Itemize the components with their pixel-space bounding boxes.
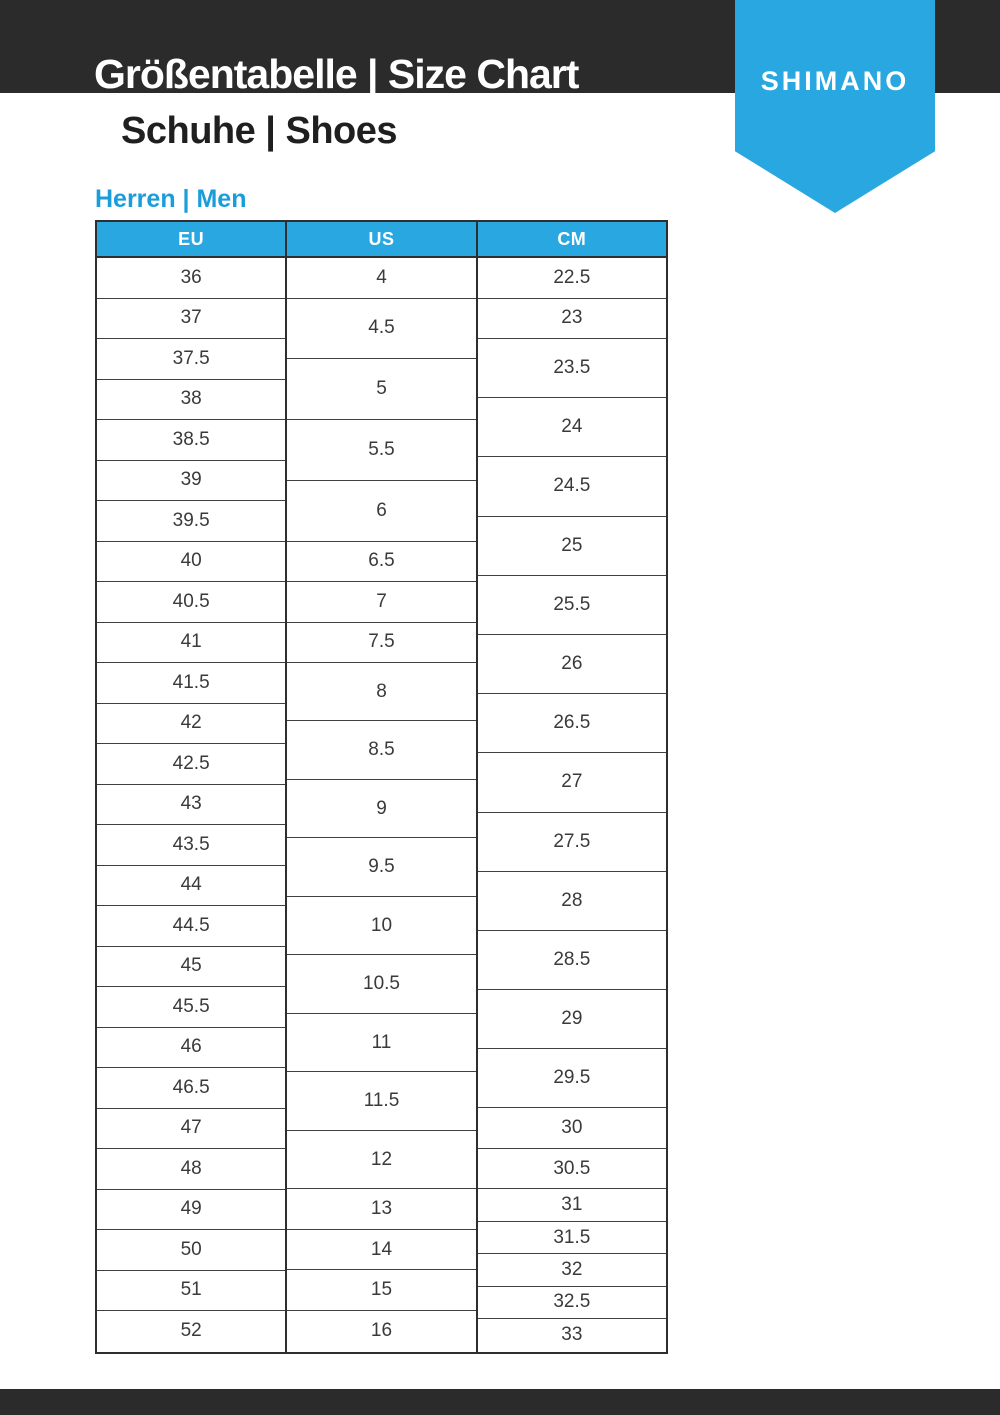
cell-eu-40.5: 40.5 [97,582,286,623]
cell-cm-30.5: 30.5 [477,1149,666,1190]
column-header-eu: EU [97,222,288,256]
table-body: 36 37 37.5 38 38.5 39 39.5 40 40.5 41 41.5 42 42.5 43… [97,258,666,1352]
cell-cm-32: 32 [477,1254,666,1287]
cell-us-7: 7 [287,582,476,623]
page-subtitle: Schuhe | Shoes [121,110,398,152]
cell-cm-28.5: 28.5 [477,931,666,991]
cell-us-9: 9 [287,780,476,839]
cell-eu-38: 38 [97,380,286,420]
cell-us-16: 16 [370,1320,393,1342]
cell-cm-23: 23 [477,299,666,339]
cell-cm-26.5: 26.5 [477,694,666,754]
cell-eu-43: 43 [97,785,286,825]
cell-eu-42: 42 [97,704,286,744]
cell-cm-24.5: 24.5 [477,457,666,517]
cell-us-14: 14 [287,1230,476,1271]
cell-cm-29: 29 [477,990,666,1050]
cell-us-8: 8 [287,663,476,722]
cell-us-7.5: 7.5 [287,623,476,663]
cell-cm-27.5: 27.5 [477,813,666,872]
cell-us-11.5: 11.5 [287,1072,476,1131]
cell-us-15: 15 [287,1270,476,1311]
column-cm: 22.5 23 23.5 24 24.5 25 25.5 26 26.5 27 27.5 28 28.5… [477,258,666,1352]
cell-eu-38.5: 38.5 [97,420,286,461]
cell-cm-32.5: 32.5 [477,1287,666,1319]
cell-eu-39: 39 [97,461,286,501]
cell-eu-52: 52 [180,1320,202,1342]
cell-us-8.5: 8.5 [287,721,476,780]
cell-cm-25.5: 25.5 [477,576,666,635]
cell-cm-26: 26 [477,635,666,695]
cell-cm-25: 25 [477,517,666,576]
cell-cm-24: 24 [477,398,666,458]
cell-eu-44: 44 [97,866,286,906]
cell-eu-45.5: 45.5 [97,987,286,1028]
cell-us-11: 11 [287,1014,476,1073]
cell-eu-37.5: 37.5 [97,339,286,380]
column-header-cm: CM [557,228,587,249]
cell-eu-44.5: 44.5 [97,906,286,947]
cell-eu-41: 41 [97,623,286,663]
footer-bar [0,1389,1000,1415]
cell-us-12: 12 [287,1131,476,1190]
cell-eu-46.5: 46.5 [97,1068,286,1109]
cell-us-13: 13 [287,1189,476,1230]
cell-us-5: 5 [287,359,476,420]
cell-eu-47: 47 [97,1109,286,1149]
cell-cm-28: 28 [477,872,666,931]
cell-eu-40: 40 [97,542,286,582]
page-title: Größentabelle | Size Chart [94,51,579,97]
cell-us-10: 10 [287,897,476,956]
column-us: 4 4.5 5 5.5 6 6.5 7 7.5 8 8.5 9 9.5 10 10.5 11 11.5 12 13… [287,258,478,1352]
cell-eu-42.5: 42.5 [97,744,286,785]
cell-cm-22.5: 22.5 [477,258,666,299]
cell-eu-46: 46 [97,1028,286,1068]
cell-us-10.5: 10.5 [287,955,476,1014]
cell-us-4.5: 4.5 [287,299,476,360]
table-header-row: EU US CM [97,222,666,258]
shimano-logo: SHIMANO [760,66,910,96]
column-header-us: US [287,222,478,256]
cell-cm-27: 27 [477,753,666,813]
cell-eu-45: 45 [97,947,286,987]
cell-us-6.5: 6.5 [287,542,476,582]
cell-us-6: 6 [287,481,476,542]
cell-eu-41.5: 41.5 [97,663,286,704]
cell-cm-29.5: 29.5 [477,1049,666,1109]
cell-eu-49: 49 [97,1190,286,1230]
section-label: Herren | Men [95,185,247,213]
cell-us-4: 4 [287,258,476,299]
cell-eu-39.5: 39.5 [97,501,286,542]
cell-eu-37: 37 [97,299,286,339]
cell-us-9.5: 9.5 [287,838,476,897]
cell-eu-50: 50 [97,1230,286,1271]
cell-cm-33: 33 [561,1324,583,1346]
size-chart-table: EU US CM 36 37 37.5 38 38.5 39 39.5 40 40.5 41 41.5 4… [95,220,668,1354]
cell-cm-23.5: 23.5 [477,339,666,399]
cell-eu-36: 36 [97,258,286,299]
brand-ribbon: SHIMANO [735,0,935,213]
cell-cm-30: 30 [477,1108,666,1149]
cell-eu-51: 51 [97,1271,286,1311]
column-eu: 36 37 37.5 38 38.5 39 39.5 40 40.5 41 41.5 42 42.5 43… [97,258,288,1352]
cell-cm-31.5: 31.5 [477,1222,666,1255]
cell-eu-43.5: 43.5 [97,825,286,866]
cell-cm-31: 31 [477,1189,666,1222]
cell-eu-48: 48 [97,1149,286,1190]
cell-us-5.5: 5.5 [287,420,476,481]
